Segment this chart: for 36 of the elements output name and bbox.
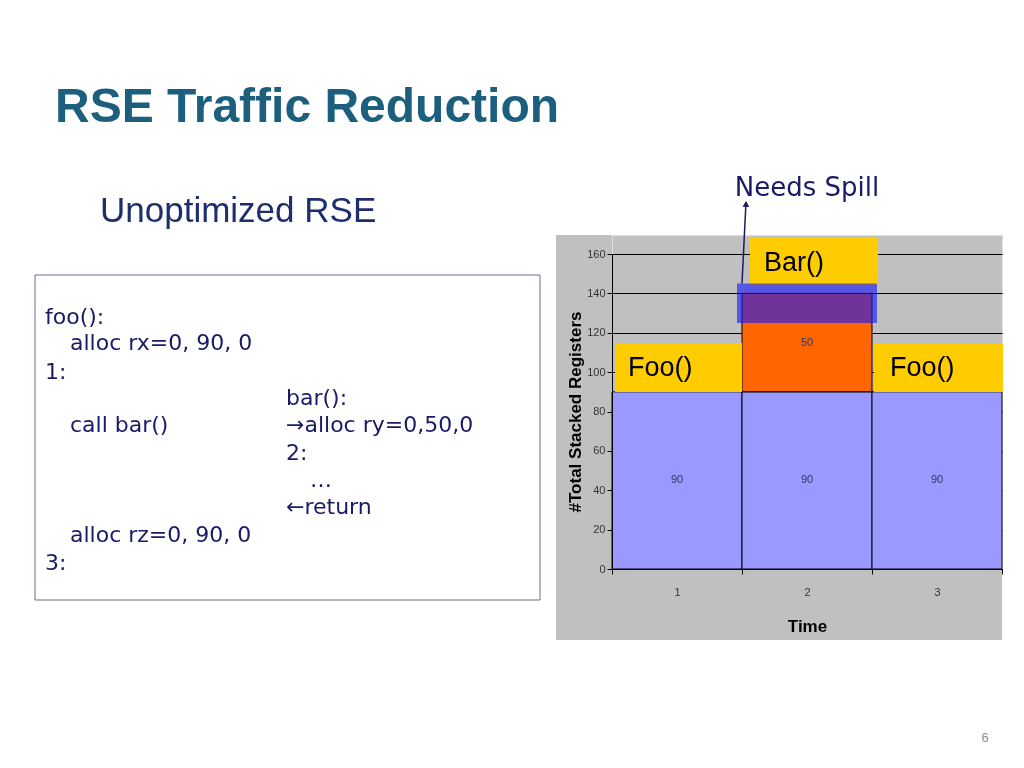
data-label: 90: [670, 473, 684, 486]
x-axis-title: Time: [787, 616, 828, 636]
y-tick-label: 140: [587, 286, 606, 299]
data-label: 90: [800, 473, 814, 486]
y-tick-label: 40: [593, 483, 606, 496]
text: foo():: [45, 304, 105, 329]
text: 6: [981, 730, 989, 745]
y-tick-label: 160: [587, 247, 606, 260]
text: alloc rx=0, 90, 0: [70, 330, 253, 355]
band-label: Needs Spill: [734, 172, 880, 202]
text: Unoptimized RSE: [100, 190, 377, 229]
text: 2:: [286, 440, 308, 465]
x-tick-label: 1: [674, 585, 681, 598]
annotation: Foo(): [628, 352, 693, 382]
data-label: 90: [930, 473, 944, 486]
x-tick-label: 3: [934, 585, 941, 598]
chart-title: RSE Traffic Reduction: [55, 79, 560, 132]
text: 3:: [45, 550, 67, 575]
data-label: 50: [800, 335, 814, 348]
text: …: [310, 467, 332, 492]
y-tick-label: 60: [593, 444, 606, 457]
y-tick-label: 0: [599, 562, 606, 575]
x-tick-label: 2: [804, 585, 811, 598]
y-tick-label: 20: [593, 523, 606, 536]
text: 1:: [45, 359, 67, 384]
y-tick-label: 80: [593, 405, 606, 417]
y-axis-title: #Total Stacked Registers: [565, 311, 585, 513]
annotation: Bar(): [764, 247, 824, 277]
text: bar():: [286, 385, 348, 410]
text: call bar(): [70, 412, 169, 437]
text: →alloc ry=0,50,0: [286, 412, 474, 437]
annotation: Foo(): [890, 352, 955, 382]
y-tick-label: 120: [587, 326, 606, 339]
y-tick-label: 100: [587, 365, 606, 378]
text: alloc rz=0, 90, 0: [70, 522, 252, 547]
text: ←return: [286, 494, 372, 519]
